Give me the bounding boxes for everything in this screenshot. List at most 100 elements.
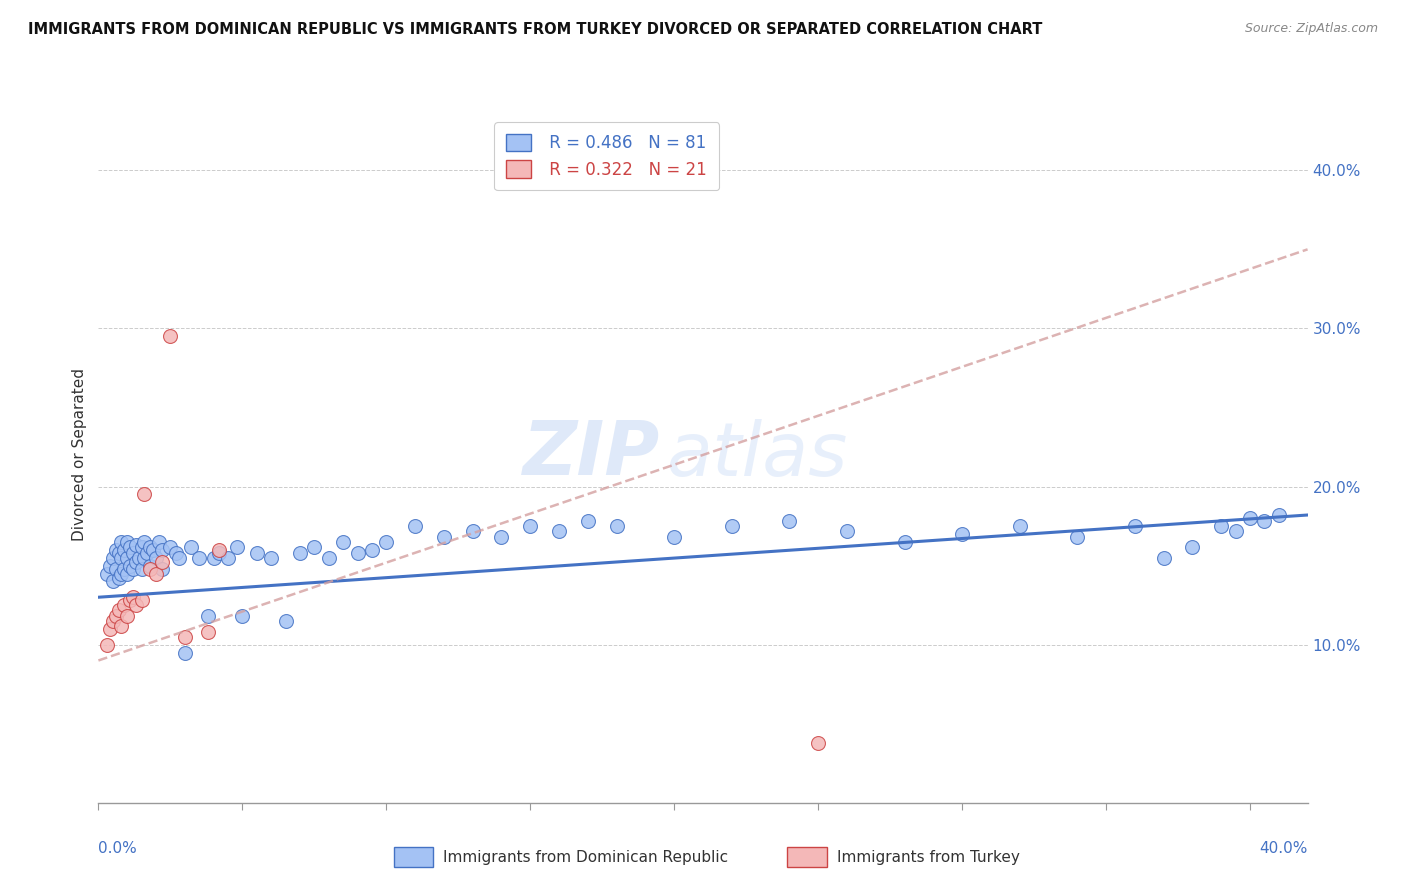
Point [101,574,124,589]
Point [148,534,170,549]
Point [893,534,915,549]
Point [110,550,132,565]
Point [96,638,118,652]
Point [231,609,253,624]
Point [104,542,127,557]
Point [807,736,830,750]
Point [246,546,269,560]
Point [112,598,135,612]
Point [122,591,145,605]
Point [159,540,181,554]
Legend:  R = 0.486   N = 81,  R = 0.322   N = 21: R = 0.486 N = 81, R = 0.322 N = 21 [495,122,718,190]
Point [165,546,187,560]
Point [1225,524,1247,538]
Point [197,609,219,624]
Point [1239,511,1261,525]
Point [101,614,124,628]
Point [1253,514,1275,528]
Point [173,630,195,644]
Point [576,514,599,528]
Point [461,524,484,538]
Point [104,609,127,624]
Point [96,566,118,581]
Point [1008,519,1031,533]
Point [128,550,150,565]
Point [139,562,162,576]
Point [98,622,121,636]
Point [606,519,628,533]
Point [131,562,153,576]
Point [346,546,368,560]
Point [1211,519,1233,533]
Text: Immigrants from Dominican Republic: Immigrants from Dominican Republic [443,850,728,864]
Point [145,550,167,565]
Point [173,646,195,660]
Point [1066,530,1088,544]
Point [491,530,513,544]
Point [134,534,156,549]
Point [122,562,145,576]
Text: IMMIGRANTS FROM DOMINICAN REPUBLIC VS IMMIGRANTS FROM TURKEY DIVORCED OR SEPARAT: IMMIGRANTS FROM DOMINICAN REPUBLIC VS IM… [28,22,1042,37]
Point [950,527,973,541]
Text: Immigrants from Turkey: Immigrants from Turkey [837,850,1019,864]
Point [122,546,145,560]
Text: ZIP: ZIP [523,418,661,491]
Point [125,556,148,570]
Point [110,566,132,581]
Point [167,550,190,565]
Text: atlas: atlas [666,419,848,491]
Point [145,566,167,581]
Point [125,538,148,552]
Text: 40.0%: 40.0% [1260,841,1308,856]
Point [1153,550,1175,565]
Point [115,534,138,549]
Point [519,519,541,533]
Point [288,546,311,560]
Point [131,540,153,554]
Point [150,562,173,576]
Point [134,550,156,565]
Point [217,550,239,565]
Point [180,540,202,554]
Point [107,603,129,617]
Point [361,542,384,557]
Point [404,519,426,533]
Point [120,540,142,554]
Point [548,524,571,538]
Point [225,540,247,554]
Point [260,550,283,565]
Point [142,542,165,557]
Point [115,566,138,581]
Point [778,514,800,528]
Point [104,562,127,576]
Point [110,618,132,632]
Point [1123,519,1146,533]
Point [110,534,132,549]
Point [139,540,162,554]
Point [208,542,231,557]
Point [664,530,686,544]
Point [120,593,142,607]
Text: 0.0%: 0.0% [98,841,138,856]
Point [318,550,340,565]
Point [98,558,121,573]
Point [188,550,211,565]
Point [107,571,129,585]
Point [107,546,129,560]
Point [197,625,219,640]
Y-axis label: Divorced or Separated: Divorced or Separated [72,368,87,541]
Point [139,558,162,573]
Point [112,562,135,576]
Point [134,487,156,501]
Point [720,519,742,533]
Text: Source: ZipAtlas.com: Source: ZipAtlas.com [1244,22,1378,36]
Point [304,540,326,554]
Point [433,530,456,544]
Point [1268,508,1291,522]
Point [120,558,142,573]
Point [835,524,858,538]
Point [131,593,153,607]
Point [101,550,124,565]
Point [125,598,148,612]
Point [159,329,181,343]
